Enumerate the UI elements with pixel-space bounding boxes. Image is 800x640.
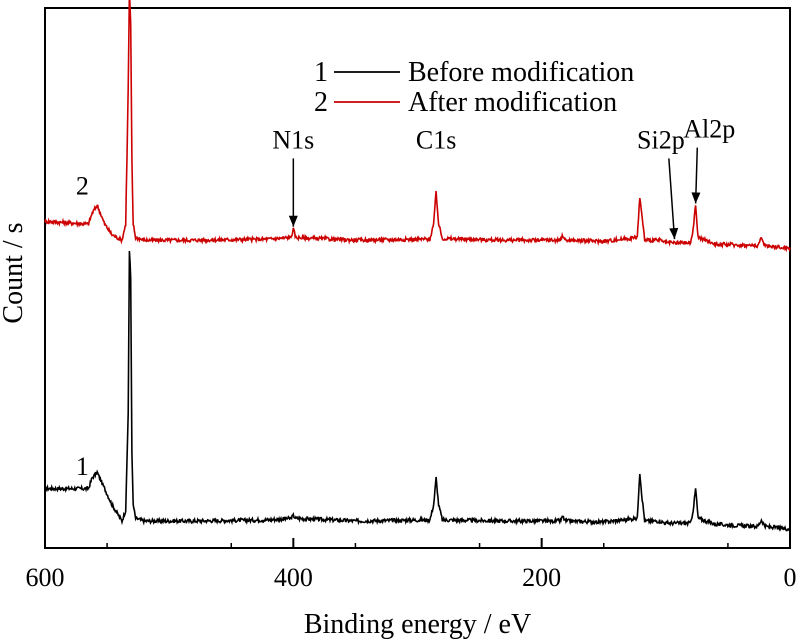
spectrum-line-2	[44, 0, 791, 253]
x-tick-label: 0	[784, 563, 797, 592]
y-axis-label: Count / s	[0, 222, 29, 323]
peak-label-n1s: N1s	[272, 125, 314, 154]
legend: 1 Before modification 2 After modification	[314, 57, 634, 118]
x-tick-label: 400	[274, 563, 313, 592]
x-axis-ticks: 600 400 200 0	[26, 538, 797, 592]
arrow-head-icon	[669, 227, 679, 240]
legend-number-2: 2	[314, 87, 328, 118]
x-axis-label: Binding energy / eV	[304, 609, 531, 640]
peak-label-c1s: C1s	[416, 125, 456, 154]
legend-label: Before modification	[408, 57, 634, 88]
legend-number-1: 1	[314, 57, 328, 88]
peak-label-si2p: Si2p	[637, 125, 685, 154]
x-tick-label: 200	[522, 563, 561, 592]
peak-label-al2p: Al2p	[683, 115, 735, 144]
plot-frame	[44, 7, 791, 549]
legend-label: After modification	[408, 87, 617, 118]
arrow-shaft	[668, 158, 676, 240]
x-tick-label: 600	[26, 563, 65, 592]
spectrum-line-1	[44, 250, 791, 532]
curve-label-2: 2	[76, 171, 89, 200]
arrow-head-icon	[691, 192, 701, 204]
curve-label-1: 1	[76, 452, 89, 481]
series-group: 12	[44, 0, 791, 532]
annotations-group: O1sN1sC1sSi2pAl2p	[272, 115, 735, 240]
arrow-head-icon	[288, 215, 298, 227]
